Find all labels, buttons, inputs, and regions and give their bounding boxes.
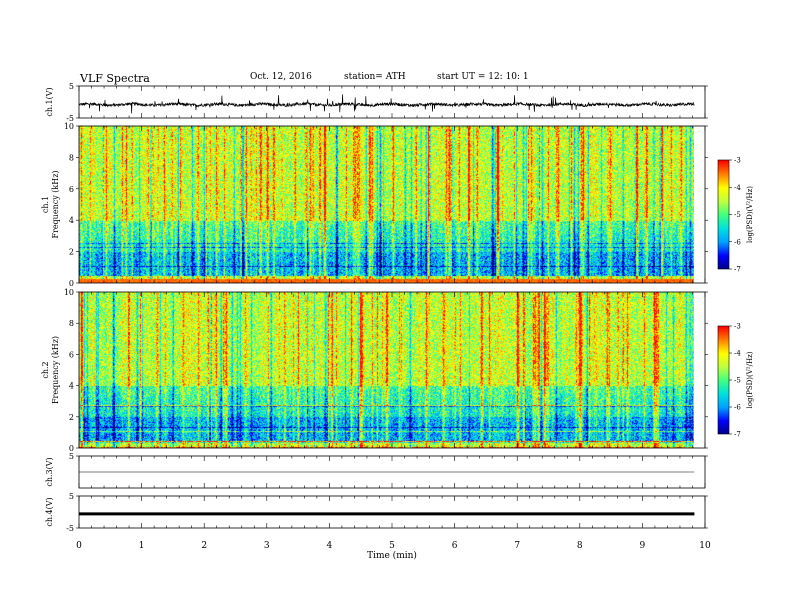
- ch1-colorbar-tick-label: -3: [734, 157, 741, 165]
- ch3-ylabel: ch.3(V): [45, 457, 54, 486]
- ch4-ytick-label: 5: [69, 492, 74, 501]
- ch1-spec-ytick-label: 6: [69, 185, 74, 194]
- date-label: Oct. 12, 2016: [250, 72, 312, 82]
- ch1-ytick-label: -5: [66, 114, 74, 123]
- ch2-spec-ytick-label: 4: [69, 382, 74, 391]
- x-tick-label: 8: [577, 541, 583, 551]
- ch2-spec-ytick-label: 8: [69, 319, 74, 328]
- ch2-colorbar-tick-label: -5: [734, 377, 741, 385]
- x-tick-label: 5: [389, 541, 395, 551]
- ch1-spectrogram-image: [79, 126, 694, 283]
- ch1-ylabel: ch.1(V): [45, 87, 54, 116]
- ch1-spec-ytick-label: 2: [69, 248, 74, 257]
- ch1-spec-ytick-label: 8: [69, 153, 74, 162]
- ch2-spec-ytick-label: 10: [64, 288, 74, 297]
- x-tick-label: 9: [640, 541, 646, 551]
- ch4-ytick-label: -5: [66, 524, 74, 533]
- ch1-colorbar: [718, 160, 729, 269]
- x-tick-label: 0: [76, 541, 82, 551]
- ch1-trace-line: [79, 94, 695, 114]
- x-tick-label: 3: [264, 541, 270, 551]
- station-label: station= ATH: [344, 72, 406, 82]
- ch2-colorbar-tick-label: -3: [734, 323, 741, 331]
- x-tick-label: 4: [327, 541, 333, 551]
- ch1-spec-ylabel-frequency: Frequency (kHz): [51, 170, 60, 238]
- chart-title: VLF Spectra: [80, 72, 150, 85]
- ch2-colorbar-label: log(PSD)(V²/Hz): [746, 351, 754, 408]
- ch2-colorbar-tick-label: -4: [734, 350, 741, 358]
- ch1-spec-ytick-label: 4: [69, 216, 74, 225]
- ch2-spec-ylabel-frequency: Frequency (kHz): [51, 336, 60, 404]
- ch1-colorbar-tick-label: -5: [734, 211, 741, 219]
- x-tick-label: 6: [452, 541, 458, 551]
- ch1-colorbar-tick-label: -6: [734, 238, 741, 246]
- ch2-spec-ylabel-channel: ch.2: [41, 361, 50, 378]
- ch2-spec-ytick-label: 6: [69, 350, 74, 359]
- ch2-colorbar: [718, 326, 729, 434]
- ch2-spec-ytick-label: 2: [69, 413, 74, 422]
- ch1-spec-ylabel-channel: ch.1: [41, 196, 50, 213]
- start-time-label: start UT = 12: 10: 1: [437, 72, 529, 82]
- x-tick-label: 10: [699, 541, 711, 551]
- x-tick-label: 7: [514, 541, 520, 551]
- ch2-colorbar-tick-label: -6: [734, 404, 741, 412]
- ch1-spec-ytick-label: 10: [64, 122, 74, 131]
- ch2-spec-ytick-label: 0: [69, 444, 74, 453]
- ch3-ytick-label: 5: [69, 452, 74, 461]
- ch4-ylabel: ch.4(V): [45, 497, 54, 526]
- ch1-ytick-label: 5: [69, 82, 74, 91]
- ch2-colorbar-tick-label: -7: [734, 431, 741, 439]
- ch1-spec-ytick-label: 0: [69, 279, 74, 288]
- x-tick-label: 1: [139, 541, 145, 551]
- ch1-colorbar-tick-label: -4: [734, 184, 741, 192]
- ch2-spectrogram-image: [79, 292, 694, 448]
- ch1-colorbar-tick-label: -7: [734, 266, 741, 274]
- ch1-colorbar-label: log(PSD)(V²/Hz): [746, 186, 754, 243]
- x-axis-label: Time (min): [367, 550, 417, 561]
- x-tick-label: 2: [201, 541, 207, 551]
